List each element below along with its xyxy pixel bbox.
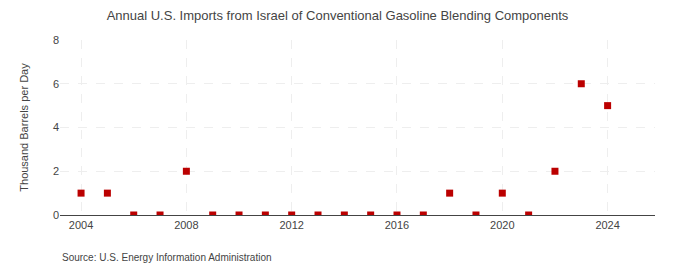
svg-text:2020: 2020 [490, 219, 514, 231]
svg-text:Annual U.S. Imports from Israe: Annual U.S. Imports from Israel of Conve… [107, 8, 569, 23]
svg-text:Thousand Barrels per Day: Thousand Barrels per Day [18, 63, 30, 192]
svg-text:4: 4 [53, 121, 59, 133]
svg-text:2: 2 [53, 165, 59, 177]
svg-text:Source: U.S. Energy Informatio: Source: U.S. Energy Information Administ… [62, 252, 272, 263]
svg-text:2004: 2004 [69, 219, 93, 231]
svg-text:2008: 2008 [174, 219, 198, 231]
svg-text:0: 0 [53, 209, 59, 221]
svg-text:2012: 2012 [279, 219, 303, 231]
svg-text:2024: 2024 [595, 219, 619, 231]
svg-text:8: 8 [53, 34, 59, 46]
svg-text:2016: 2016 [385, 219, 409, 231]
svg-text:6: 6 [53, 78, 59, 90]
